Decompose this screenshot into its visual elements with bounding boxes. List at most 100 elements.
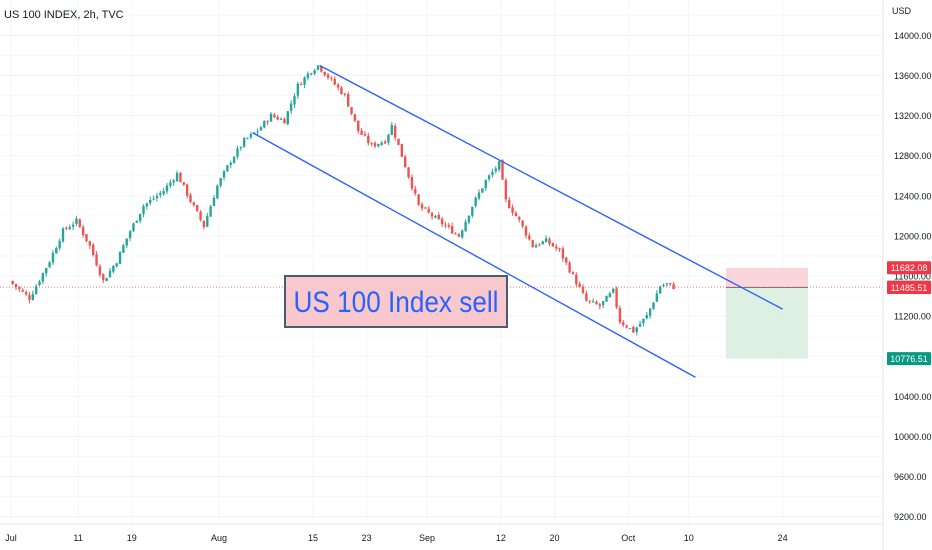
currency-label: USD [892, 6, 912, 16]
price-tag-label: 11485.51 [891, 283, 928, 293]
candle-body [98, 266, 102, 275]
candle-body [397, 138, 400, 145]
x-tick-label: 12 [496, 533, 506, 543]
candle-body [256, 131, 259, 133]
candle-body [48, 262, 51, 268]
candle-body [407, 167, 410, 178]
candle-body [209, 206, 212, 217]
candle-body [612, 288, 615, 293]
candle-body [306, 73, 310, 79]
candle-body [383, 141, 387, 144]
candle-body [497, 161, 501, 170]
candle-body [38, 281, 41, 286]
candle-body [78, 219, 81, 227]
candle-body [377, 144, 380, 147]
x-tick-label: 20 [550, 533, 560, 543]
candle-body [14, 283, 18, 288]
candle-body [95, 254, 98, 266]
candle-body [196, 205, 199, 212]
candle-body [601, 301, 605, 306]
candle-body [303, 77, 306, 85]
candle-body [175, 172, 179, 182]
candle-body [326, 74, 330, 78]
candle-body [336, 84, 340, 88]
y-tick-label: 12000.00 [894, 231, 932, 241]
candle-body [424, 207, 427, 209]
candle-body [316, 65, 320, 70]
candle-body [28, 295, 31, 300]
candle-body [434, 215, 437, 218]
candle-body [665, 283, 669, 285]
candle-body [273, 114, 276, 118]
candle-body [575, 274, 578, 285]
candle-body [481, 188, 484, 193]
candle-body [444, 224, 447, 226]
candle-body [648, 308, 652, 316]
y-tick-label: 11600.00 [894, 272, 931, 282]
candle-body [417, 194, 420, 205]
y-tick-label: 13600.00 [894, 71, 932, 81]
candle-body [400, 143, 404, 157]
stop-loss-zone [726, 267, 808, 288]
candle-body [340, 87, 343, 95]
price-tag-label: 10776.51 [890, 354, 928, 364]
candle-body [521, 220, 524, 227]
candle-body [45, 267, 48, 274]
candle-body [578, 283, 581, 288]
candle-body [192, 202, 196, 206]
candle-body [21, 289, 24, 292]
candle-body [125, 238, 128, 246]
candle-body [528, 235, 531, 240]
candle-body [380, 142, 383, 145]
candle-body [310, 73, 313, 75]
candle-body [266, 121, 269, 123]
candle-body [145, 203, 149, 207]
candle-body [464, 221, 467, 232]
x-tick-label: 19 [127, 533, 137, 543]
candle-body [581, 287, 585, 293]
candle-body [541, 241, 544, 245]
candle-body [179, 172, 182, 183]
candle-body [212, 197, 216, 206]
x-tick-label: 15 [308, 533, 318, 543]
channel-lower-line [252, 132, 696, 378]
candle-body [343, 93, 347, 95]
channel-upper-line [319, 64, 783, 310]
candle-body [608, 293, 612, 297]
candle-body [346, 94, 350, 107]
price-tag [887, 261, 931, 275]
candle-body [511, 207, 514, 213]
candle-body [242, 138, 246, 147]
candle-body [320, 66, 323, 72]
candle-body [263, 121, 266, 128]
candle-body [172, 180, 175, 183]
candle-body [494, 168, 497, 172]
price-tag [887, 352, 931, 366]
candle-body [199, 211, 202, 220]
candle-body [410, 177, 414, 189]
candle-body [149, 199, 152, 204]
y-tick-label: 12800.00 [894, 151, 932, 161]
candle-body [88, 241, 92, 246]
candle-body [370, 143, 373, 145]
x-tick-label: Aug [211, 533, 227, 543]
candle-body [142, 206, 145, 215]
candle-body [454, 233, 457, 235]
candle-body [588, 300, 591, 302]
candle-body [585, 293, 588, 301]
candle-body [652, 302, 655, 309]
candle-body [544, 238, 548, 243]
candle-body [645, 315, 648, 319]
candle-body [162, 191, 165, 194]
candle-body [91, 244, 95, 255]
candle-body [269, 113, 273, 122]
candle-body [182, 182, 185, 185]
candle-body [65, 227, 68, 229]
candle-body [159, 193, 162, 195]
candle-body [112, 266, 115, 272]
candle-body [31, 293, 35, 300]
candle-body [461, 230, 464, 238]
candle-body [638, 323, 642, 327]
candle-body [551, 243, 555, 247]
